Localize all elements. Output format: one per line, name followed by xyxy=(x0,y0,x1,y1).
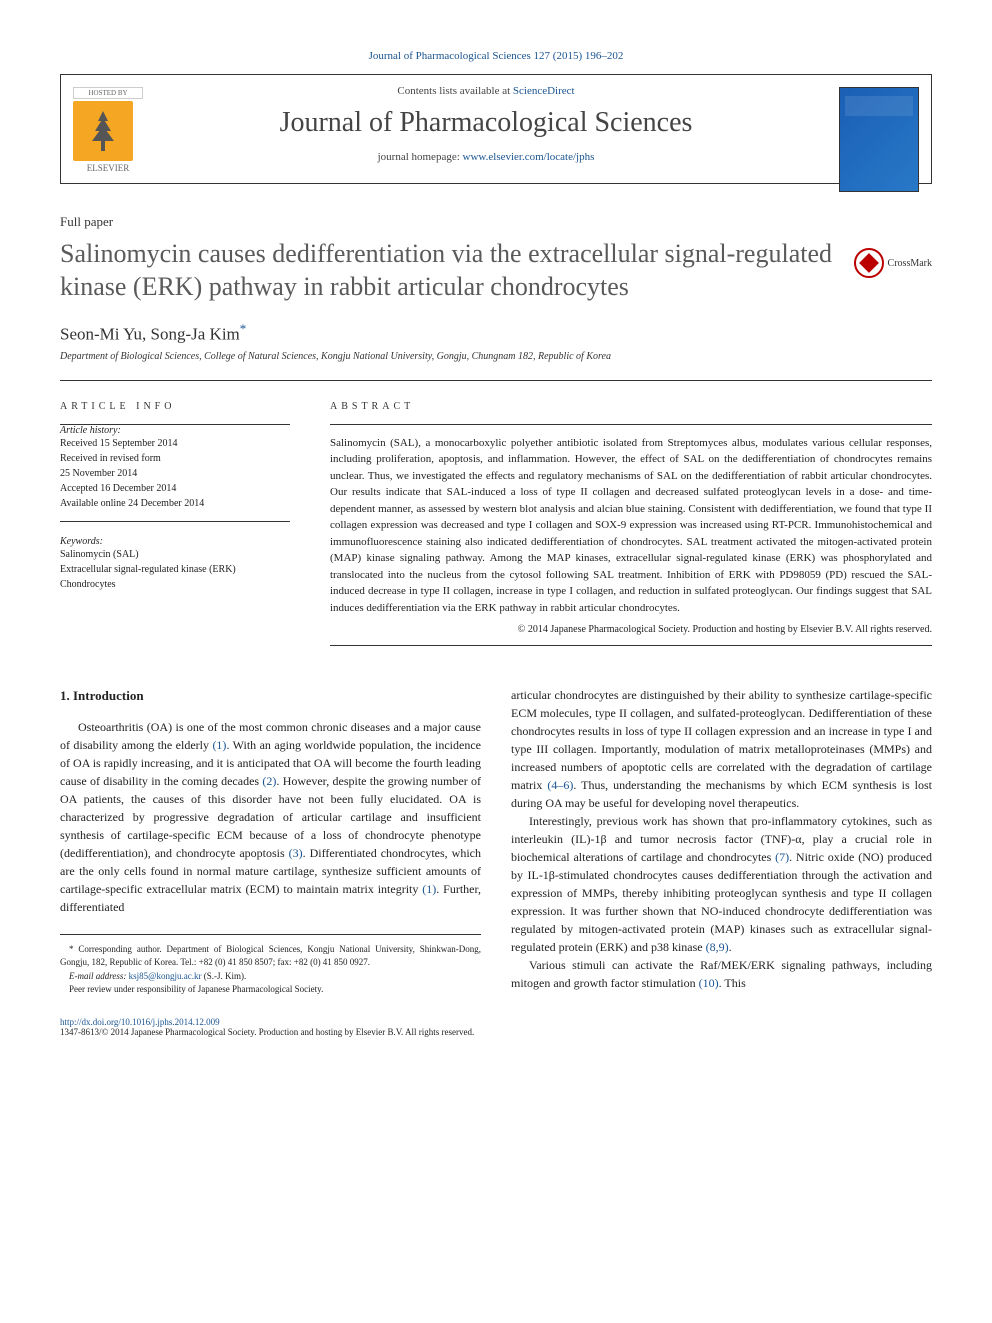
intro-paragraph-4: Various stimuli can activate the Raf/MEK… xyxy=(511,956,932,992)
email-suffix: (S.-J. Kim). xyxy=(201,971,246,981)
journal-reference: Journal of Pharmacological Sciences 127 … xyxy=(60,50,932,62)
text: articular chondrocytes are distinguished… xyxy=(511,688,932,792)
hosted-by-label: HOSTED BY xyxy=(73,87,143,99)
homepage-line: journal homepage: www.elsevier.com/locat… xyxy=(161,151,811,163)
sciencedirect-link[interactable]: ScienceDirect xyxy=(513,85,575,97)
ref-link-7[interactable]: (7) xyxy=(775,850,789,864)
text: . Thus, understanding the mechanisms by … xyxy=(511,778,932,810)
keyword-2: Extracellular signal-regulated kinase (E… xyxy=(60,562,290,577)
article-info-heading: ARTICLE INFO xyxy=(60,401,290,412)
crossmark-label: CrossMark xyxy=(888,258,932,269)
history-accepted: Accepted 16 December 2014 xyxy=(60,481,290,496)
divider xyxy=(330,645,932,646)
history-revised-date: 25 November 2014 xyxy=(60,466,290,481)
body-column-right: articular chondrocytes are distinguished… xyxy=(511,686,932,997)
contents-prefix: Contents lists available at xyxy=(397,85,512,97)
corresponding-footnote: * Corresponding author. Department of Bi… xyxy=(60,943,481,970)
elsevier-tree-icon xyxy=(73,101,133,161)
authors-line: Seon-Mi Yu, Song-Ja Kim* xyxy=(60,321,932,345)
elsevier-name: ELSEVIER xyxy=(73,163,143,173)
crossmark-badge[interactable]: CrossMark xyxy=(854,248,932,278)
keywords-label: Keywords: xyxy=(60,536,290,547)
author-1: Seon-Mi Yu xyxy=(60,325,142,344)
peer-review-footnote: Peer review under responsibility of Japa… xyxy=(60,983,481,997)
history-revised-label: Received in revised form xyxy=(60,451,290,466)
abstract-copyright: © 2014 Japanese Pharmacological Society.… xyxy=(330,624,932,635)
text: . xyxy=(729,940,732,954)
history-online: Available online 24 December 2014 xyxy=(60,496,290,511)
author-2: Song-Ja Kim xyxy=(151,325,240,344)
ref-link-2[interactable]: (2) xyxy=(262,774,276,788)
doi-link[interactable]: http://dx.doi.org/10.1016/j.jphs.2014.12… xyxy=(60,1017,220,1027)
divider xyxy=(60,521,290,522)
abstract-text: Salinomycin (SAL), a monocarboxylic poly… xyxy=(330,435,932,617)
divider xyxy=(60,380,932,381)
abstract-heading: ABSTRACT xyxy=(330,401,932,412)
article-type: Full paper xyxy=(60,214,932,230)
email-link[interactable]: ksj85@kongju.ac.kr xyxy=(129,971,202,981)
contents-line: Contents lists available at ScienceDirec… xyxy=(161,85,811,97)
journal-name: Journal of Pharmacological Sciences xyxy=(161,107,811,139)
intro-paragraph-3: Interestingly, previous work has shown t… xyxy=(511,812,932,956)
intro-paragraph-2: articular chondrocytes are distinguished… xyxy=(511,686,932,812)
intro-paragraph-1: Osteoarthritis (OA) is one of the most c… xyxy=(60,718,481,916)
text: . This xyxy=(719,976,746,990)
body-two-column: 1. Introduction Osteoarthritis (OA) is o… xyxy=(60,686,932,997)
email-label: E-mail address: xyxy=(69,971,129,981)
ref-link-3[interactable]: (3) xyxy=(289,846,303,860)
history-received: Received 15 September 2014 xyxy=(60,436,290,451)
text: . Nitric oxide (NO) produced by IL-1β-st… xyxy=(511,850,932,954)
ref-link-10[interactable]: (10) xyxy=(699,976,719,990)
journal-header-box: HOSTED BY ELSEVIER Contents lists availa… xyxy=(60,74,932,184)
crossmark-icon xyxy=(854,248,884,278)
article-info-column: ARTICLE INFO Article history: Received 1… xyxy=(60,401,290,647)
email-footnote: E-mail address: ksj85@kongju.ac.kr (S.-J… xyxy=(60,970,481,984)
history-label: Article history: xyxy=(60,425,290,436)
body-column-left: 1. Introduction Osteoarthritis (OA) is o… xyxy=(60,686,481,997)
page-footer: http://dx.doi.org/10.1016/j.jphs.2014.12… xyxy=(60,1017,932,1037)
keyword-3: Chondrocytes xyxy=(60,577,290,592)
homepage-link[interactable]: www.elsevier.com/locate/jphs xyxy=(463,151,595,163)
introduction-heading: 1. Introduction xyxy=(60,686,481,706)
ref-link-4-6[interactable]: (4–6) xyxy=(547,778,573,792)
keyword-1: Salinomycin (SAL) xyxy=(60,547,290,562)
ref-link-1b[interactable]: (1) xyxy=(422,882,436,896)
abstract-column: ABSTRACT Salinomycin (SAL), a monocarbox… xyxy=(330,401,932,647)
footnotes-block: * Corresponding author. Department of Bi… xyxy=(60,934,481,997)
issn-copyright: 1347-8613/© 2014 Japanese Pharmacologica… xyxy=(60,1027,932,1037)
divider xyxy=(330,424,932,425)
ref-link-1[interactable]: (1) xyxy=(212,738,226,752)
affiliation: Department of Biological Sciences, Colle… xyxy=(60,351,932,362)
ref-link-8-9[interactable]: (8,9) xyxy=(706,940,729,954)
elsevier-logo: HOSTED BY ELSEVIER xyxy=(73,87,143,173)
article-title: Salinomycin causes dedifferentiation via… xyxy=(60,238,834,303)
corresponding-marker: * xyxy=(240,321,247,336)
journal-cover-thumbnail xyxy=(839,87,919,192)
homepage-prefix: journal homepage: xyxy=(378,151,463,163)
